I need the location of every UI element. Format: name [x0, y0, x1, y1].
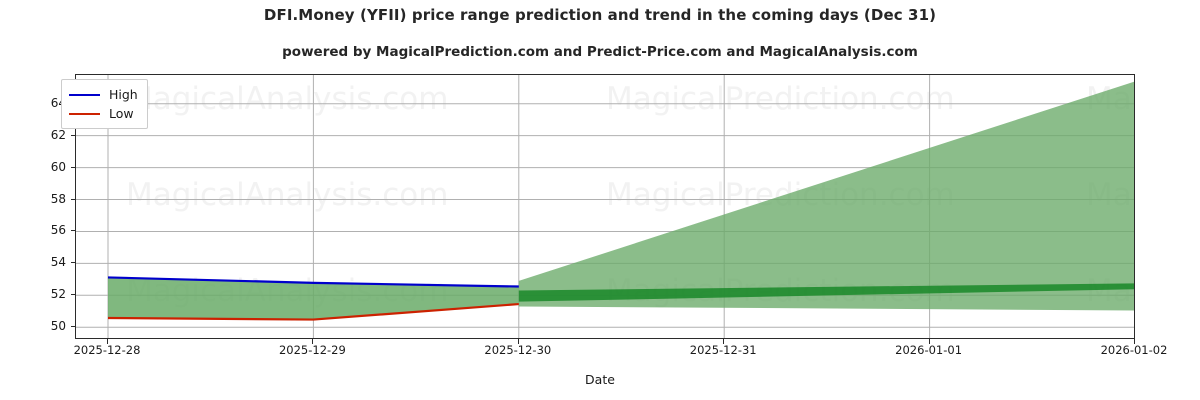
- legend-label-high: High: [109, 87, 138, 102]
- chart-subtitle: powered by MagicalPrediction.com and Pre…: [282, 44, 918, 60]
- x-axis-tick-label: 2025-12-31: [689, 343, 757, 357]
- y-axis-tick-mark: [71, 326, 76, 328]
- legend-swatch-low: [69, 112, 100, 115]
- series-line-low: [107, 302, 519, 321]
- x-axis-tick-label: 2025-12-30: [484, 343, 552, 357]
- y-axis-tick-mark: [71, 198, 76, 200]
- y-axis-tick-label: 58: [50, 191, 66, 206]
- x-axis-label: Date: [585, 372, 615, 387]
- y-axis-tick-label: 64: [50, 95, 66, 110]
- historical-range-band: [108, 277, 519, 320]
- forecast-trend-band: [518, 283, 1134, 302]
- y-axis-tick-label: 50: [50, 319, 66, 334]
- y-axis-tick-label: 56: [50, 223, 66, 238]
- legend-swatch-high: [69, 93, 100, 96]
- y-axis-tick-label: 60: [50, 159, 66, 174]
- x-axis-tick-label: 2025-12-29: [278, 343, 346, 357]
- x-axis-tick-mark: [723, 339, 725, 344]
- x-axis-tick-mark: [517, 339, 519, 344]
- x-axis-tick-mark: [107, 339, 108, 344]
- chart-title: DFI.Money (YFII) price range prediction …: [263, 6, 937, 24]
- legend-label-low: Low: [109, 106, 134, 121]
- y-axis-tick-mark: [71, 134, 76, 136]
- x-axis-tick-label: 2026-01-02: [1100, 343, 1168, 357]
- y-axis-tick-label: 52: [50, 287, 66, 302]
- x-axis-tick-mark: [1134, 339, 1135, 344]
- y-axis-tick-label: 62: [50, 127, 66, 142]
- legend-item-low[interactable]: Low: [69, 104, 138, 123]
- forecast-cone-band: [518, 81, 1134, 311]
- plot-area: MagicalAnalysis.com MagicalPrediction.com…: [75, 74, 1135, 339]
- series-line-high: [107, 276, 519, 288]
- x-axis-tick-mark: [928, 339, 930, 344]
- y-axis-label: Price: [0, 160, 1, 191]
- y-axis-tick-mark: [71, 294, 76, 296]
- y-axis-tick-label: 54: [50, 255, 66, 270]
- series-canvas: [76, 75, 1134, 338]
- x-axis-tick-label: 2025-12-28: [73, 343, 141, 357]
- y-axis-tick-mark: [71, 230, 76, 232]
- legend-item-high[interactable]: High: [69, 85, 138, 104]
- chart-legend[interactable]: High Low: [61, 79, 148, 129]
- x-axis-tick-label: 2026-01-01: [895, 343, 963, 357]
- y-axis-tick-mark: [71, 166, 76, 168]
- y-axis-tick-mark: [71, 262, 76, 264]
- x-axis-tick-mark: [312, 339, 314, 344]
